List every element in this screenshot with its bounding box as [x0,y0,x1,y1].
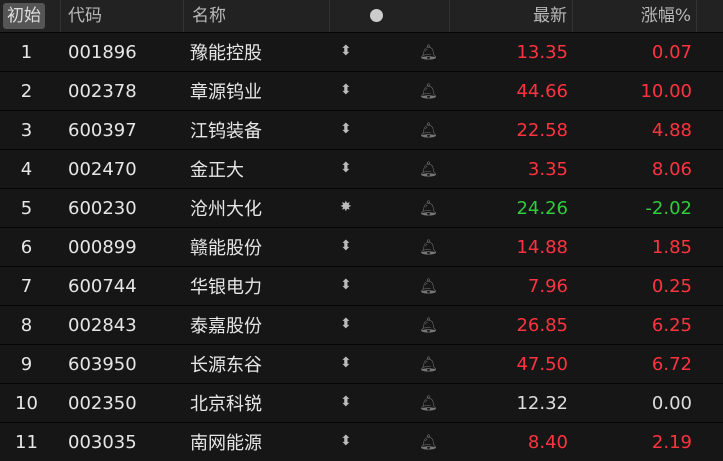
bell-icon[interactable]: 🔔︎ [418,433,438,451]
change-percent: 0.25 [651,275,692,297]
table-row[interactable]: 7 600744 华银电力 ⬍ 🔔︎ 7.96 0.25 [0,266,723,305]
table-row[interactable]: 10 002350 北京科锐 ⬍ 🔔︎ 12.32 0.00 [0,383,723,422]
bell-icon[interactable]: 🔔︎ [418,199,438,217]
stock-name: 泰嘉股份 [190,316,262,337]
up-down-arrow-icon[interactable]: ⬍ [340,82,352,98]
latest-price: 26.85 [516,314,568,336]
bell-icon[interactable]: 🔔︎ [418,82,438,100]
stock-name: 沧州大化 [190,199,262,220]
stock-name: 金正大 [190,160,244,181]
latest-price: 13.35 [516,41,568,63]
table-row[interactable]: 5 600230 沧州大化 ✸ 🔔︎ 24.26 -2.02 [0,188,723,227]
row-index: 11 [15,431,38,453]
stock-name: 江钨装备 [190,121,262,142]
change-percent: 0.07 [651,41,692,63]
bell-icon[interactable]: 🔔︎ [418,277,438,295]
column-change[interactable]: 涨幅% [573,0,697,32]
row-index: 5 [20,197,33,219]
change-percent: 8.06 [651,158,692,180]
stock-code: 002378 [68,80,137,102]
table-row[interactable]: 9 603950 长源东谷 ⬍ 🔔︎ 47.50 6.72 [0,344,723,383]
stock-code: 002843 [68,314,137,336]
up-down-arrow-icon[interactable]: ⬍ [340,238,352,254]
stock-code: 000899 [68,236,137,258]
column-extra [697,0,723,32]
latest-price: 44.66 [516,80,568,102]
change-percent: 2.19 [651,431,692,453]
latest-price: 7.96 [527,275,568,297]
latest-price: 3.35 [527,158,568,180]
stock-name: 长源东谷 [190,355,262,376]
table-row[interactable]: 2 002378 章源钨业 ⬍ 🔔︎ 44.66 10.00 [0,71,723,110]
latest-price: 47.50 [516,353,568,375]
row-index: 7 [20,275,33,297]
table-row[interactable]: 11 003035 南网能源 ⬍ 🔔︎ 8.40 2.19 [0,422,723,461]
latest-price: 12.32 [516,392,568,414]
table-row[interactable]: 8 002843 泰嘉股份 ⬍ 🔔︎ 26.85 6.25 [0,305,723,344]
up-down-arrow-icon[interactable]: ⬍ [340,43,352,59]
stock-code: 600230 [68,197,137,219]
row-index: 6 [20,236,33,258]
bell-icon[interactable]: 🔔︎ [418,43,438,61]
bell-icon[interactable]: 🔔︎ [418,160,438,178]
init-label[interactable]: 初始 [3,3,45,29]
latest-price: 24.26 [516,197,568,219]
change-percent: -2.02 [645,197,692,219]
row-index: 1 [20,41,33,63]
stock-code: 001896 [68,41,137,63]
up-down-arrow-icon[interactable]: ⬍ [340,277,352,293]
change-percent: 10.00 [640,80,692,102]
change-percent: 0.00 [651,392,692,414]
latest-price: 8.40 [527,431,568,453]
change-percent: 6.72 [651,353,692,375]
stock-name: 豫能控股 [190,43,262,64]
bell-icon[interactable]: 🔔︎ [418,316,438,334]
stock-code: 600397 [68,119,137,141]
change-percent: 1.85 [651,236,692,258]
bell-icon[interactable]: 🔔︎ [418,394,438,412]
change-percent: 4.88 [651,119,692,141]
init-sort-button[interactable]: 初始 [0,0,61,32]
column-indicator[interactable] [330,0,450,32]
up-down-arrow-icon[interactable]: ⬍ [340,160,352,176]
stock-name: 北京科锐 [190,394,262,415]
table-row[interactable]: 4 002470 金正大 ⬍ 🔔︎ 3.35 8.06 [0,149,723,188]
bell-icon[interactable]: 🔔︎ [418,238,438,256]
latest-price: 14.88 [516,236,568,258]
column-code[interactable]: 代码 [61,0,184,32]
row-index: 3 [20,119,33,141]
up-down-arrow-icon[interactable]: ⬍ [340,394,352,410]
stock-code: 002470 [68,158,137,180]
latest-price: 22.58 [516,119,568,141]
stock-name: 章源钨业 [190,82,262,103]
dot-icon [370,9,383,22]
column-name[interactable]: 名称 [184,0,330,32]
table-row[interactable]: 1 001896 豫能控股 ⬍ 🔔︎ 13.35 0.07 [0,32,723,71]
stock-code: 003035 [68,431,137,453]
stock-name: 赣能股份 [190,238,262,259]
row-index: 8 [20,314,33,336]
stock-name: 南网能源 [190,433,262,454]
sun-icon[interactable]: ✸ [340,199,352,215]
bell-icon[interactable]: 🔔︎ [418,121,438,139]
row-index: 2 [20,80,33,102]
up-down-arrow-icon[interactable]: ⬍ [340,433,352,449]
change-percent: 6.25 [651,314,692,336]
stock-name: 华银电力 [190,277,262,298]
stock-code: 600744 [68,275,137,297]
up-down-arrow-icon[interactable]: ⬍ [340,121,352,137]
table-row[interactable]: 6 000899 赣能股份 ⬍ 🔔︎ 14.88 1.85 [0,227,723,266]
bell-icon[interactable]: 🔔︎ [418,355,438,373]
up-down-arrow-icon[interactable]: ⬍ [340,355,352,371]
stock-code: 002350 [68,392,137,414]
row-index: 10 [15,392,38,414]
table-row[interactable]: 3 600397 江钨装备 ⬍ 🔔︎ 22.58 4.88 [0,110,723,149]
stock-code: 603950 [68,353,137,375]
up-down-arrow-icon[interactable]: ⬍ [340,316,352,332]
table-header: 初始 代码 名称 最新 涨幅% [0,0,723,32]
row-index: 4 [20,158,33,180]
column-price[interactable]: 最新 [450,0,573,32]
row-index: 9 [20,353,33,375]
